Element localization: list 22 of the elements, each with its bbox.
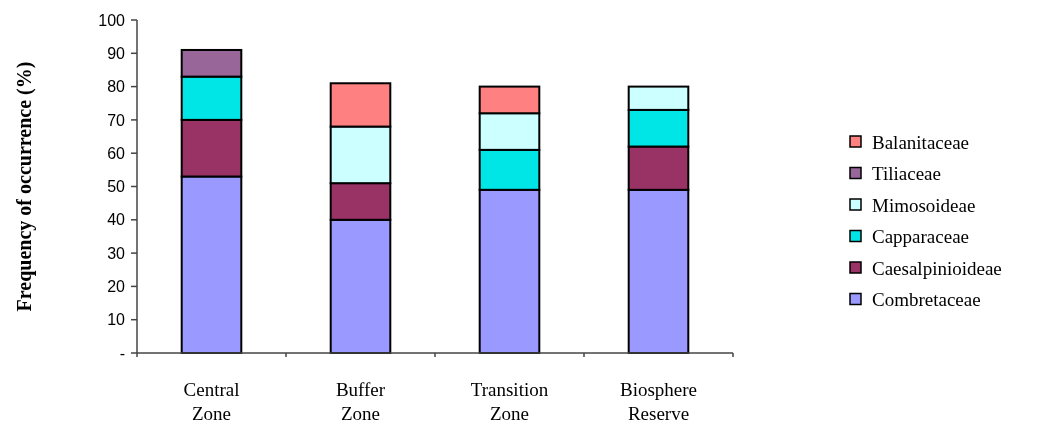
y-tick-label: 30 — [107, 244, 126, 262]
y-tick-label: 20 — [107, 278, 126, 295]
legend-label: Caesalpinioideae — [872, 257, 1002, 279]
y-tick-label: 80 — [107, 78, 126, 96]
x-tick-label: Transition Zone — [470, 379, 549, 424]
x-tick-label: Biosphere Reserve — [619, 379, 698, 424]
y-tick-label: 40 — [107, 211, 126, 229]
y-axis-title: Frequency of occurrence (%) — [13, 61, 36, 312]
y-tick-label: 90 — [107, 44, 126, 62]
x-tick-label: Central Zone — [183, 379, 240, 424]
legend-label: Balanitaceae — [872, 131, 970, 153]
y-tick-label: 10 — [107, 311, 126, 329]
y-tick-label: - — [119, 344, 125, 362]
legend-label: Capparaceae — [872, 226, 970, 248]
y-tick-label: 100 — [98, 11, 126, 29]
legend-label: Tiliaceae — [872, 163, 941, 185]
legend-label: Combretaceae — [872, 289, 981, 311]
legend-label: Mimosoideae — [872, 194, 976, 216]
y-tick-label: 70 — [107, 111, 126, 129]
y-tick-label: 60 — [107, 144, 126, 162]
y-tick-label: 50 — [107, 178, 126, 196]
x-tick-label: Buffer Zone — [335, 379, 386, 424]
